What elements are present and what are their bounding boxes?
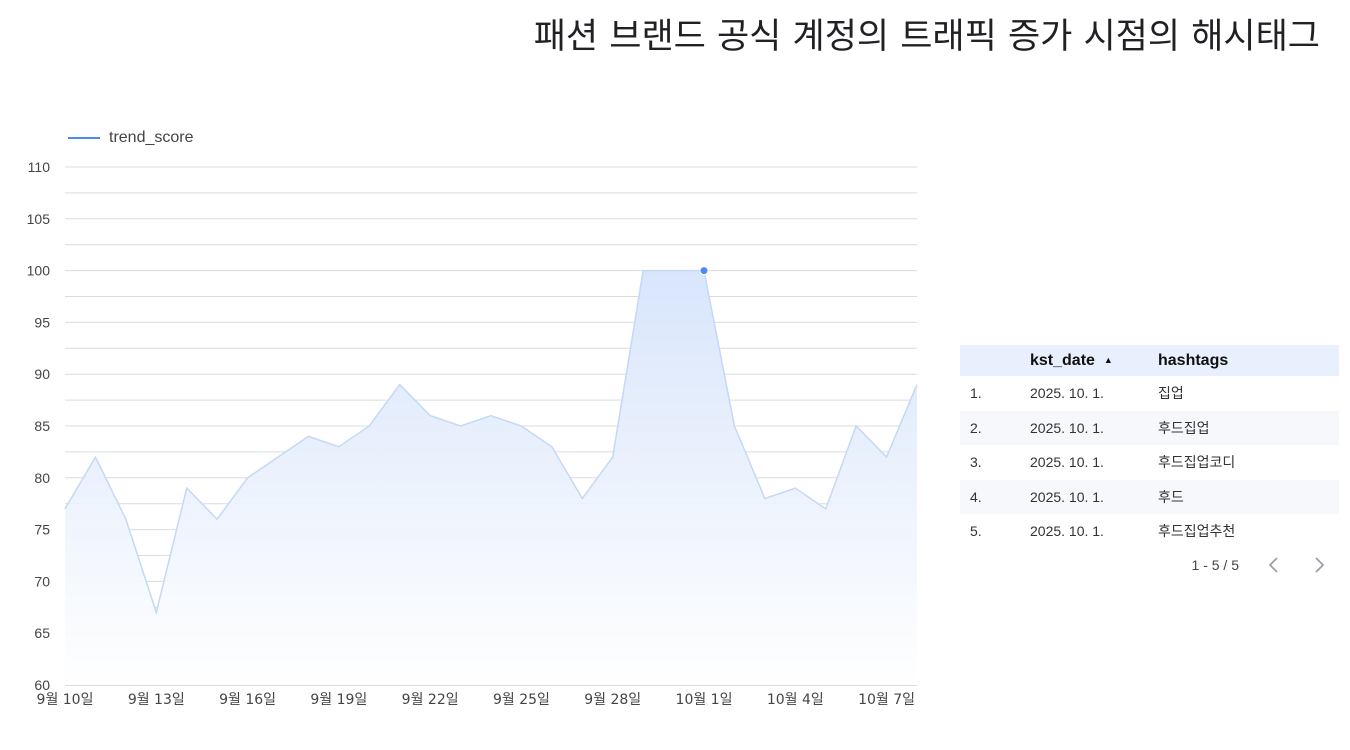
table-row: 1. 2025. 10. 1. 집업: [960, 376, 1339, 411]
table-body: 1. 2025. 10. 1. 집업 2. 2025. 10. 1. 후드집업 3. 2025…: [960, 376, 1339, 549]
row-index: 4.: [970, 488, 982, 505]
header-kst-date[interactable]: kst_date ▲: [1030, 352, 1158, 370]
chevron-right-icon: [1315, 557, 1325, 573]
row-index: 3.: [970, 454, 982, 471]
table-pagination: 1 - 5 / 5: [960, 552, 1339, 578]
y-tick-label: 75: [34, 522, 50, 538]
x-tick-label: 9월 13일: [128, 692, 185, 708]
data-point: [153, 609, 159, 615]
data-point: [92, 454, 98, 460]
series-line: [64, 269, 918, 616]
header-date-label: kst_date: [1030, 351, 1095, 369]
highlighted-data-point: [699, 266, 709, 276]
data-point: [792, 485, 798, 491]
data-point: [610, 454, 616, 460]
x-tick-label: 10월 1일: [676, 692, 733, 708]
table-header: kst_date ▲ hashtags: [960, 345, 1339, 376]
data-point: [214, 516, 220, 522]
table-row: 3. 2025. 10. 1. 후드집업코디: [960, 445, 1339, 480]
data-point: [305, 433, 311, 439]
data-point: [336, 444, 342, 450]
row-hashtag: 후드집업: [1158, 419, 1210, 436]
data-point: [366, 423, 372, 429]
row-hashtag: 집업: [1158, 385, 1184, 402]
data-point: [914, 382, 920, 388]
row-kst-date: 2025. 10. 1.: [1030, 385, 1104, 402]
series-area: [64, 269, 918, 685]
sort-ascending-icon[interactable]: ▲: [1103, 354, 1113, 365]
y-tick-label: 110: [28, 159, 51, 175]
y-tick-label: 70: [34, 573, 50, 589]
data-point: [397, 382, 403, 388]
row-kst-date: 2025. 10. 1.: [1030, 523, 1104, 540]
row-index: 1.: [970, 385, 982, 402]
row-kst-date: 2025. 10. 1.: [1030, 419, 1104, 436]
legend[interactable]: trend_score: [68, 129, 194, 147]
y-tick-label: 80: [34, 470, 50, 486]
y-tick-label: 60: [34, 677, 50, 693]
data-points: [62, 266, 920, 615]
row-index: 2.: [970, 419, 982, 436]
chevron-left-icon: [1268, 557, 1278, 573]
x-tick-label: 9월 25일: [493, 692, 550, 708]
chart-title: 패션 브랜드 공식 계정의 트래픽 증가 시점의 해시태그: [533, 17, 1320, 57]
row-hashtag: 후드집업코디: [1158, 454, 1236, 471]
x-tick-label: 9월 28일: [584, 692, 641, 708]
series-area-fill: [65, 270, 917, 685]
data-point: [671, 268, 677, 274]
x-tick-label: 10월 4일: [767, 692, 824, 708]
trend-area-chart: 60 65 70 75 80 85 90 95 100 105 110 9월 10일 9월 13일 9월 …: [27, 159, 920, 708]
data-point: [458, 423, 464, 429]
y-tick-label: 100: [27, 263, 51, 279]
data-point: [640, 268, 646, 274]
hashtag-table: kst_date ▲ hashtags 1. 2025. 10. 1. 집업 2. 20…: [960, 345, 1339, 549]
row-kst-date: 2025. 10. 1.: [1030, 454, 1104, 471]
y-tick-label: 85: [34, 418, 50, 434]
legend-label: trend_score: [109, 129, 194, 146]
data-point: [184, 485, 190, 491]
y-tick-label: 95: [34, 314, 50, 330]
data-point: [427, 413, 433, 419]
data-point: [549, 444, 555, 450]
data-point: [731, 423, 737, 429]
y-tick-label: 65: [34, 625, 50, 641]
axes: 60 65 70 75 80 85 90 95 100 105 110 9월 10일 9월 13일 9월 …: [27, 159, 915, 708]
x-tick-label: 10월 7일: [858, 692, 915, 708]
data-point: [518, 423, 524, 429]
next-page-button[interactable]: [1307, 553, 1331, 577]
x-tick-label: 9월 16일: [219, 692, 276, 708]
y-tick-label: 90: [34, 366, 50, 382]
previous-page-button[interactable]: [1262, 553, 1286, 577]
data-point: [275, 454, 281, 460]
pagination-text: 1 - 5 / 5: [1191, 557, 1239, 573]
table-row: 2. 2025. 10. 1. 후드집업: [960, 410, 1339, 445]
x-tick-label: 9월 10일: [37, 692, 94, 708]
data-point: [823, 506, 829, 512]
data-point: [62, 506, 68, 512]
row-hashtag: 후드집업추천: [1158, 523, 1236, 540]
row-hashtag: 후드: [1158, 488, 1184, 505]
row-index: 5.: [970, 523, 982, 540]
table-row: 5. 2025. 10. 1. 후드집업추천: [960, 514, 1339, 549]
data-point: [579, 496, 585, 502]
data-point: [884, 454, 890, 460]
data-point: [245, 475, 251, 481]
y-tick-label: 105: [27, 211, 51, 227]
header-hashtags[interactable]: hashtags: [1158, 351, 1229, 369]
row-kst-date: 2025. 10. 1.: [1030, 488, 1104, 505]
legend-line-swatch: [68, 137, 100, 139]
data-point: [762, 496, 768, 502]
data-point: [488, 413, 494, 419]
table-row: 4. 2025. 10. 1. 후드: [960, 479, 1339, 514]
data-point: [853, 423, 859, 429]
x-tick-label: 9월 22일: [402, 692, 459, 708]
x-tick-label: 9월 19일: [310, 692, 367, 708]
data-point: [123, 516, 129, 522]
